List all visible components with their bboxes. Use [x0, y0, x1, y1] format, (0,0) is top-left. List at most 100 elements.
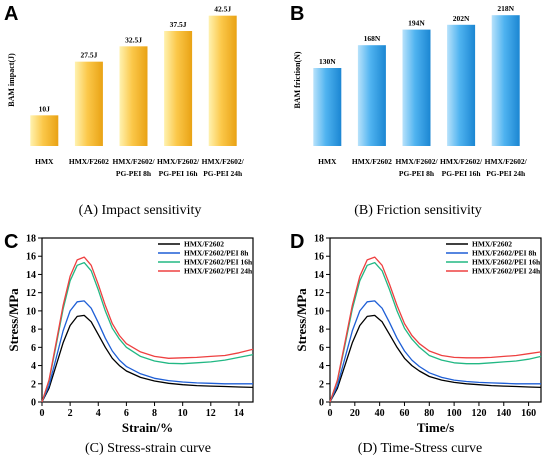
- bar: [402, 29, 431, 147]
- y-tick-label: 14: [26, 270, 36, 281]
- y-tick-label: 16: [314, 252, 324, 263]
- series-line: [329, 261, 542, 403]
- panel-letter-c: C: [4, 231, 18, 253]
- y-tick-label: 10: [26, 306, 36, 317]
- y-tick-label: 8: [31, 325, 36, 336]
- legend-label: HMX/F2602/PEI 24h: [184, 267, 253, 276]
- stress-strain-line-chart: 0 2 4 6 8 10 12 14 16 18 0 2 4 6 8 10 12 14 Strain/% Stress…: [6, 234, 254, 435]
- category-label: HMX/F2602/: [485, 157, 528, 166]
- bar: [208, 15, 237, 146]
- series-line: [329, 300, 541, 403]
- impact-bar-chart: BAM impact(J) 10J HMX 27.5J HMX/F2602 32.5J HM…: [7, 5, 245, 178]
- legend-label: HMX/F2602/PEI 8h: [472, 249, 537, 258]
- x-tick-label: 12: [206, 408, 216, 419]
- category-label: HMX/F2602/: [157, 157, 200, 166]
- category-label: PG-PEI 24h: [203, 169, 243, 178]
- bar-value-label: 42.5J: [214, 5, 231, 14]
- bar-value-label: 194N: [408, 19, 425, 28]
- x-tick-label: 10: [178, 408, 188, 419]
- x-axis-title: Time/s: [417, 420, 454, 435]
- y-axis-title: Stress/MPa: [294, 288, 309, 352]
- x-tick-label: 120: [471, 408, 486, 419]
- x-tick-label: 0: [328, 408, 333, 419]
- category-label: PG-PEI 24h: [486, 169, 526, 178]
- y-tick-label: 6: [319, 343, 324, 354]
- legend-label: HMX/F2602: [184, 240, 224, 249]
- x-tick-label: 40: [375, 408, 385, 419]
- y-tick-label: 6: [31, 343, 36, 354]
- y-tick-label: 12: [26, 288, 36, 299]
- y-tick-label: 12: [314, 288, 324, 299]
- y-tick-label: 4: [319, 361, 324, 372]
- x-axis-title: Strain/%: [122, 420, 173, 435]
- panel-letter-a: A: [4, 3, 18, 25]
- category-label: HMX/F2602/: [202, 157, 245, 166]
- x-tick-label: 60: [399, 408, 409, 419]
- x-tick-label: 6: [124, 408, 129, 419]
- category-label: HMX/F2602: [352, 157, 392, 166]
- series-line: [329, 314, 542, 403]
- legend-label: HMX/F2602/PEI 8h: [184, 249, 249, 258]
- legend-label: HMX/F2602/PEI 24h: [472, 267, 541, 276]
- y-tick-label: 8: [319, 325, 324, 336]
- panel-letter-d: D: [290, 231, 304, 253]
- y-tick-label: 2: [31, 379, 36, 390]
- x-tick-label: 20: [350, 408, 360, 419]
- legend-label: HMX/F2602/PEI 16h: [184, 258, 253, 267]
- bar-value-label: 27.5J: [80, 51, 97, 60]
- x-tick-label: 8: [152, 408, 157, 419]
- series-line: [41, 261, 254, 403]
- bar-value-label: 130N: [319, 57, 336, 66]
- x-tick-label: 4: [96, 408, 101, 419]
- y-axis-label: BAM impact(J): [7, 53, 16, 107]
- bar-value-label: 37.5J: [170, 20, 187, 29]
- panel-letter-b: B: [290, 3, 304, 25]
- y-axis-label: BAM friction(N): [293, 51, 302, 108]
- bar-value-label: 168N: [364, 34, 381, 43]
- bar-value-label: 218N: [497, 4, 514, 13]
- category-label: PG-PEI 8h: [116, 169, 152, 178]
- category-label: HMX: [35, 157, 54, 166]
- series-line: [329, 256, 542, 403]
- y-tick-label: 2: [319, 379, 324, 390]
- legend-label: HMX/F2602: [472, 240, 512, 249]
- caption-d: (D) Time-Stress curve: [358, 441, 482, 456]
- x-tick-label: 140: [496, 408, 511, 419]
- x-tick-label: 160: [521, 408, 536, 419]
- y-tick-label: 0: [319, 398, 324, 409]
- plot-frame: [41, 237, 254, 403]
- bar: [313, 68, 342, 146]
- y-tick-label: 0: [31, 398, 36, 409]
- time-stress-line-chart: 0 2 4 6 8 10 12 14 16 18 0 20 40 60 80 100 120 140 160 Time…: [294, 234, 542, 435]
- bar-value-label: 10J: [39, 104, 51, 113]
- y-tick-label: 10: [314, 306, 324, 317]
- category-label: HMX: [318, 157, 337, 166]
- category-label: PG-PEI 16h: [159, 169, 199, 178]
- category-label: HMX/F2602/: [112, 157, 155, 166]
- bar: [491, 15, 520, 147]
- category-label: HMX/F2602/: [440, 157, 483, 166]
- category-label: PG-PEI 16h: [442, 169, 482, 178]
- y-tick-label: 18: [314, 234, 324, 245]
- y-tick-label: 16: [26, 252, 36, 263]
- caption-b: (B) Friction sensitivity: [354, 203, 482, 218]
- bar-value-label: 202N: [453, 14, 470, 23]
- bar: [357, 45, 386, 147]
- x-tick-label: 0: [40, 408, 45, 419]
- series-line: [41, 314, 254, 403]
- y-axis-title: Stress/MPa: [6, 288, 21, 352]
- bar: [447, 24, 476, 146]
- plot-frame: [329, 237, 542, 403]
- category-label: PG-PEI 8h: [399, 169, 435, 178]
- category-label: HMX/F2602/: [395, 157, 438, 166]
- bar: [30, 115, 59, 146]
- y-tick-label: 18: [26, 234, 36, 245]
- friction-bar-chart: BAM friction(N) 130N HMX 168N HMX/F2602 194N H…: [293, 4, 528, 178]
- bar-value-label: 32.5J: [125, 35, 142, 44]
- caption-c: (C) Stress-strain curve: [85, 441, 211, 456]
- x-tick-label: 80: [424, 408, 434, 419]
- x-tick-label: 100: [447, 408, 462, 419]
- x-tick-label: 2: [68, 408, 73, 419]
- series-line: [41, 300, 253, 403]
- category-label: HMX/F2602: [69, 157, 109, 166]
